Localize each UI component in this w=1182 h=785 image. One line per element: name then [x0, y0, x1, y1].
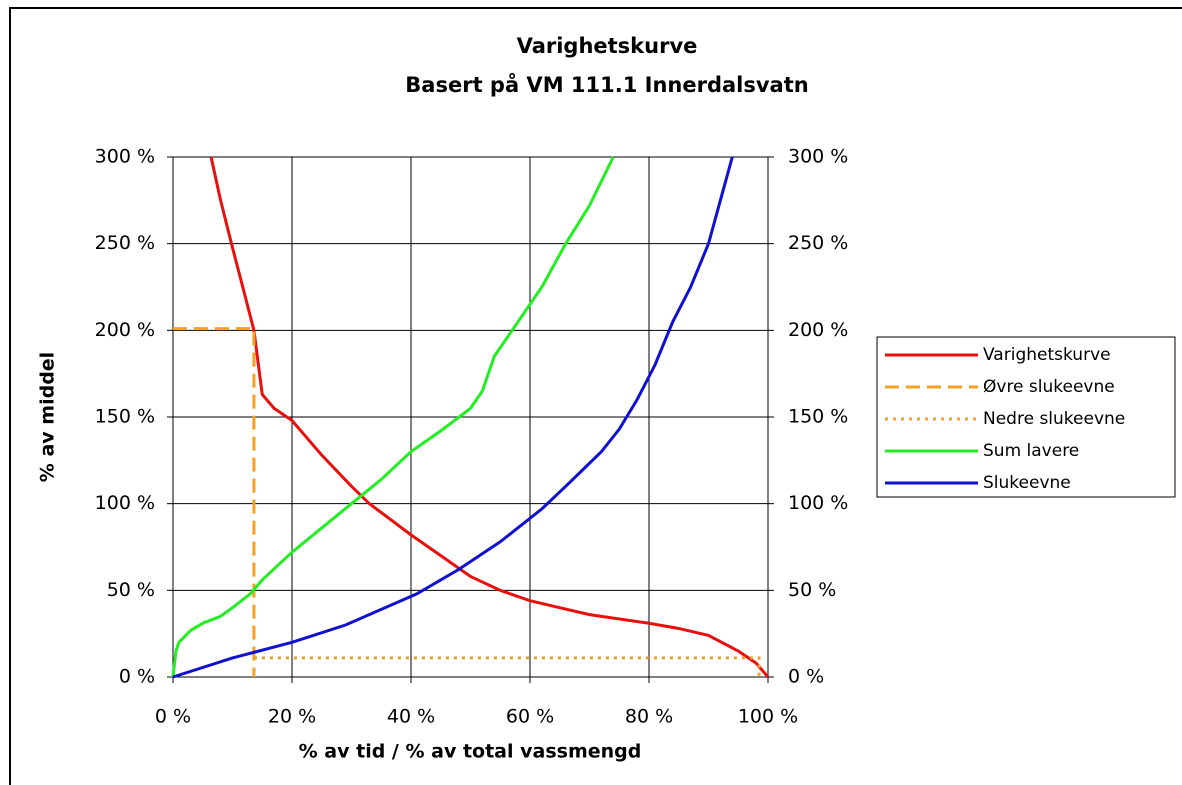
series-line	[172, 156, 734, 679]
legend-label: Varighetskurve	[983, 345, 1111, 365]
x-tick-label: 80 %	[625, 706, 673, 728]
legend-box	[876, 336, 1176, 498]
series-line	[209, 156, 770, 678]
x-axis-title: % av tid / % av total vassmengd	[299, 741, 642, 763]
series-line	[171, 156, 615, 678]
y2-tick-label: 300 %	[788, 146, 848, 168]
y2-tick-label: 250 %	[788, 232, 848, 254]
y-tick-label: 300 %	[95, 146, 155, 168]
y2-tick-label: 100 %	[788, 492, 848, 514]
x-tick-label: 60 %	[506, 706, 554, 728]
y-axis-title: % av middel	[37, 352, 59, 482]
y2-tick-label: 200 %	[788, 319, 848, 341]
y-tick-label: 200 %	[95, 319, 155, 341]
y-tick-label: 150 %	[95, 406, 155, 428]
x-tick-label: 0 %	[155, 706, 191, 728]
y-tick-label: 50 %	[107, 579, 155, 601]
y2-tick-label: 0 %	[788, 666, 824, 688]
chart-title: Varighetskurve	[517, 34, 698, 58]
x-tick-label: 20 %	[268, 706, 316, 728]
y-tick-label: 0 %	[119, 666, 155, 688]
legend-label: Slukeevne	[983, 473, 1071, 493]
y-tick-label: 250 %	[95, 232, 155, 254]
series-line	[173, 327, 256, 677]
y2-tick-label: 50 %	[788, 579, 836, 601]
y2-tick-label: 150 %	[788, 406, 848, 428]
frame	[9, 7, 1182, 785]
legend-label: Sum lavere	[983, 441, 1079, 461]
x-tick-label: 100 %	[738, 706, 798, 728]
y-tick-label: 100 %	[95, 492, 155, 514]
legend-label: Øvre slukeevne	[983, 377, 1115, 397]
legend-label: Nedre slukeevne	[983, 409, 1125, 429]
series-line	[253, 656, 761, 677]
x-tick-label: 40 %	[387, 706, 435, 728]
plot-area	[172, 156, 769, 678]
chart-subtitle: Basert på VM 111.1 Innerdalsvatn	[405, 72, 808, 97]
